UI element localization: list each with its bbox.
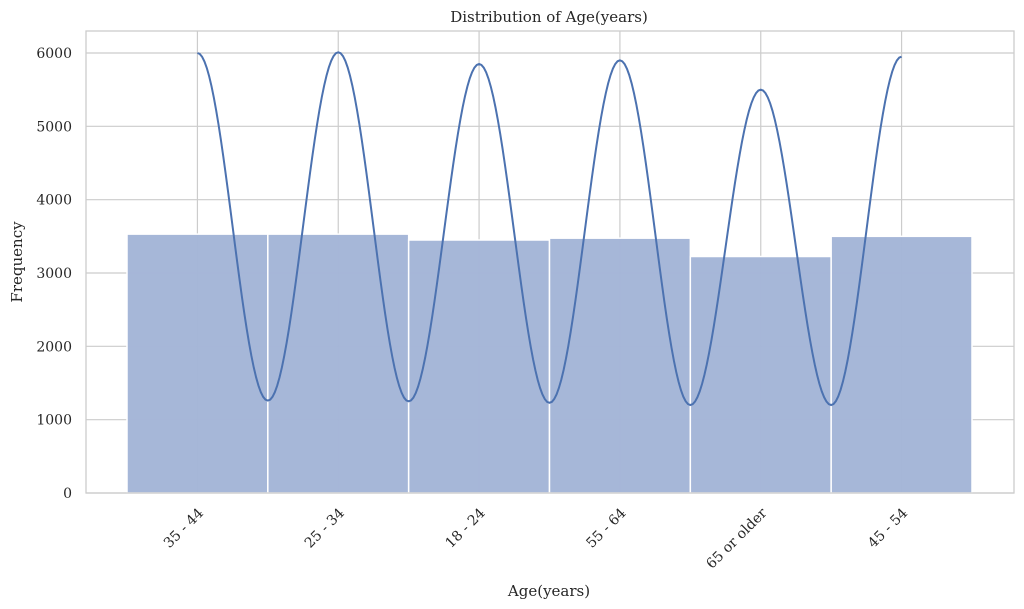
- x-tick-label: 35 - 44: [161, 505, 207, 551]
- y-tick-label: 1000: [36, 413, 72, 429]
- x-axis-label: Age(years): [507, 582, 590, 600]
- y-tick-labels: 0 1000 2000 3000 4000 5000 6000: [36, 46, 72, 502]
- y-tick-label: 0: [63, 486, 72, 502]
- x-tick-label: 55 - 64: [583, 505, 629, 551]
- y-tick-label: 5000: [36, 119, 72, 135]
- bar-35-44: [126, 233, 269, 494]
- x-tick-label: 25 - 34: [302, 505, 348, 551]
- bar-65-or-older: [689, 255, 832, 494]
- bar-18-24: [407, 239, 551, 494]
- kde-curve: [197, 51, 902, 407]
- y-tick-label: 6000: [36, 46, 72, 62]
- x-tick-label: 18 - 24: [443, 505, 489, 551]
- y-axis-label: Frequency: [8, 221, 26, 303]
- bar-45-54: [830, 235, 973, 494]
- chart-title: Distribution of Age(years): [450, 8, 648, 26]
- x-tick-label: 45 - 54: [865, 505, 911, 551]
- plot-frame: [85, 30, 1015, 494]
- x-tick-labels: 35 - 44 25 - 34 18 - 24 55 - 64 65 or older 4…: [161, 505, 911, 572]
- kde-line: [197, 51, 902, 407]
- y-tick-label: 4000: [36, 193, 72, 209]
- y-tick-label: 2000: [36, 339, 72, 355]
- bar-25-34: [267, 233, 410, 494]
- axes-border: [85, 30, 1015, 494]
- x-tick-label: 65 or older: [703, 505, 770, 572]
- bars: [126, 233, 973, 494]
- bar-55-64: [548, 237, 692, 494]
- y-tick-label: 3000: [36, 266, 72, 282]
